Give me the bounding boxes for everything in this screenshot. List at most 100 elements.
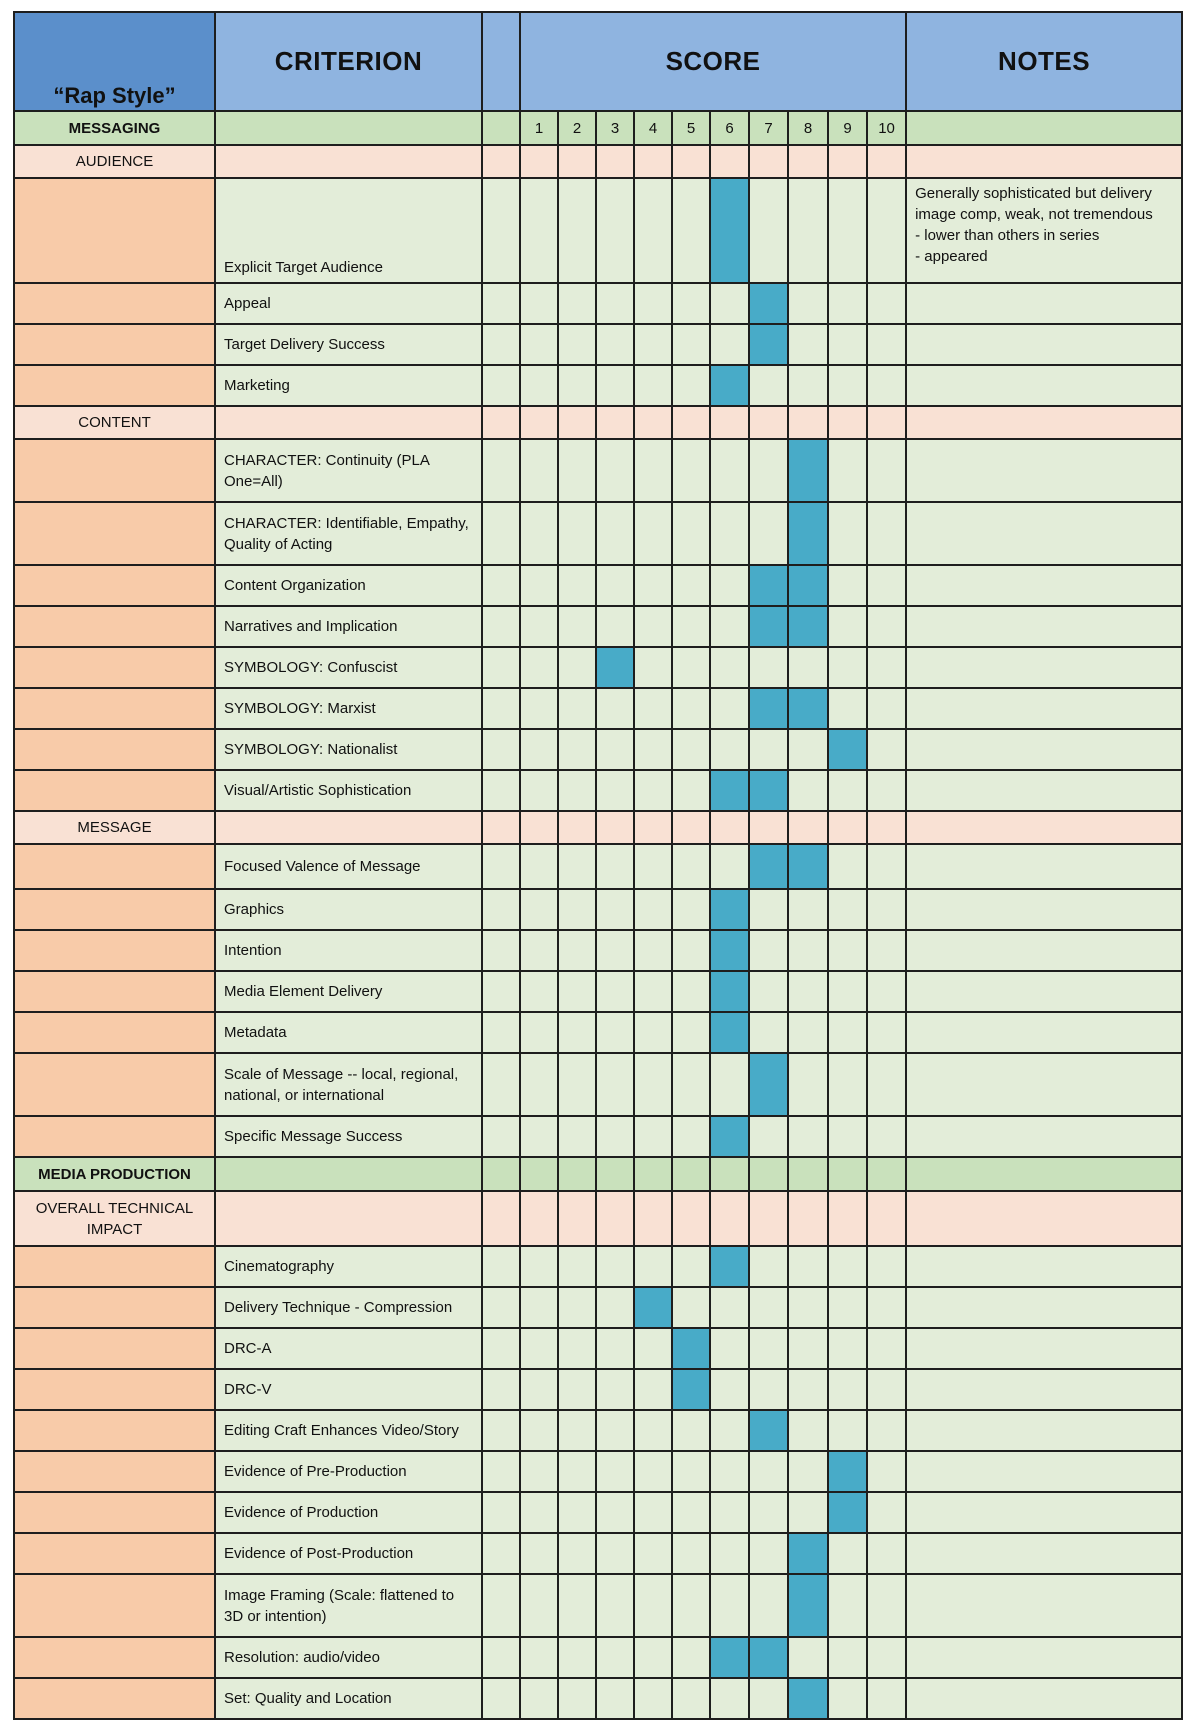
score-cell-3 [595, 564, 635, 607]
score-cell-10 [865, 728, 908, 771]
spacer-cell [481, 1052, 521, 1117]
score-cell-4 [633, 687, 673, 730]
score-cell-9 [827, 1327, 868, 1370]
score-cell-1 [519, 1115, 559, 1158]
score-cell-3 [595, 1450, 635, 1493]
spacer-cell [481, 1532, 521, 1575]
score-cell-2 [557, 728, 597, 771]
score-cell-5 [671, 728, 711, 771]
score-number-1 [519, 1156, 559, 1192]
notes-cell [905, 1327, 1184, 1370]
score-cell-4 [633, 769, 673, 812]
spacer-cell [481, 405, 521, 440]
score-cell-2 [557, 1052, 597, 1117]
score-cell-1 [519, 1409, 559, 1452]
category-cell [13, 888, 216, 931]
note-line: - lower than others in series [915, 227, 1100, 244]
score-cell-4 [633, 605, 673, 648]
score-cell-1 [519, 769, 559, 812]
score-cell-8 [787, 1011, 829, 1054]
criterion-label: DRC-A [214, 1327, 483, 1370]
category-cell [13, 687, 216, 730]
score-cell-2 [557, 1573, 597, 1638]
notes-cell [905, 810, 1184, 845]
criterion-label: Evidence of Post-Production [214, 1532, 483, 1575]
score-cell-2 [557, 501, 597, 566]
score-mark [709, 888, 750, 931]
score-cell-4 [633, 564, 673, 607]
score-cell-2 [557, 605, 597, 648]
score-cell-6 [709, 564, 750, 607]
score-cell-4 [633, 1409, 673, 1452]
score-cell-6 [709, 1368, 750, 1411]
score-cell-5 [671, 1450, 711, 1493]
score-cell-6 [709, 501, 750, 566]
score-cell-7 [748, 1532, 789, 1575]
subsection-row: OVERALL TECHNICAL IMPACT [13, 1190, 1184, 1247]
score-cell-4 [633, 888, 673, 931]
score-cell-9 [827, 929, 868, 972]
notes-cell [905, 769, 1184, 812]
notes-cell [905, 364, 1184, 407]
criterion-row: Content Organization [13, 564, 1184, 607]
note-line: - appeared [915, 248, 988, 265]
spacer-cell [481, 177, 521, 284]
category-cell [13, 1286, 216, 1329]
score-cell-3 [595, 1409, 635, 1452]
score-cell-2 [557, 1491, 597, 1534]
score-cell-7 [748, 405, 789, 440]
score-mark [748, 769, 789, 812]
criterion-label: Visual/Artistic Sophistication [214, 769, 483, 812]
score-cell-1 [519, 1491, 559, 1534]
spacer-cell [481, 1011, 521, 1054]
score-cell-5 [671, 1491, 711, 1534]
score-cell-3 [595, 282, 635, 325]
score-cell-4 [633, 929, 673, 972]
score-cell-10 [865, 888, 908, 931]
spacer-cell [481, 843, 521, 890]
score-number-8: 8 [787, 110, 829, 146]
score-cell-3 [595, 438, 635, 503]
score-cell-3 [595, 177, 635, 284]
score-cell-9 [827, 1286, 868, 1329]
score-cell-6 [709, 438, 750, 503]
score-cell-10 [865, 929, 908, 972]
notes-cell [905, 687, 1184, 730]
score-cell-10 [865, 405, 908, 440]
score-cell-9 [827, 888, 868, 931]
criterion-row: Marketing [13, 364, 1184, 407]
score-cell-5 [671, 1636, 711, 1679]
score-cell-9 [827, 1190, 868, 1247]
score-cell-1 [519, 888, 559, 931]
score-cell-7 [748, 1450, 789, 1493]
notes-cell [905, 144, 1184, 179]
spacer-cell [481, 687, 521, 730]
subsection-label: AUDIENCE [13, 144, 216, 179]
score-cell-2 [557, 929, 597, 972]
spacer-cell [481, 1245, 521, 1288]
score-cell-10 [865, 605, 908, 648]
spacer-cell [481, 1115, 521, 1158]
score-cell-8 [787, 177, 829, 284]
score-cell-8 [787, 1190, 829, 1247]
score-cell-2 [557, 1115, 597, 1158]
category-cell [13, 1532, 216, 1575]
score-cell-4 [633, 1327, 673, 1370]
notes-cell [905, 282, 1184, 325]
score-cell-5 [671, 1532, 711, 1575]
score-cell-5 [671, 888, 711, 931]
criterion-cell [214, 1156, 483, 1192]
criterion-label: Appeal [214, 282, 483, 325]
score-cell-3 [595, 1636, 635, 1679]
score-cell-1 [519, 564, 559, 607]
score-cell-5 [671, 1677, 711, 1720]
criterion-label: CHARACTER: Continuity (PLA One=All) [214, 438, 483, 503]
category-cell [13, 1450, 216, 1493]
spacer-cell [481, 1491, 521, 1534]
score-cell-1 [519, 364, 559, 407]
notes-cell [905, 1677, 1184, 1720]
score-cell-3 [595, 810, 635, 845]
score-cell-1 [519, 177, 559, 284]
score-cell-6 [709, 144, 750, 179]
notes-cell [905, 1636, 1184, 1679]
